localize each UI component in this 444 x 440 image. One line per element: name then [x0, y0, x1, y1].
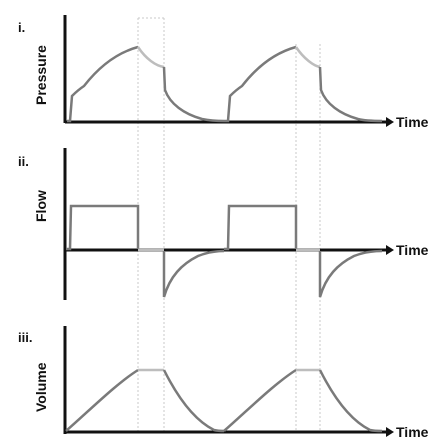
expiratory-flow: [318, 249, 383, 298]
expiration-curve: [162, 66, 225, 123]
y-axis-title: Flow: [33, 190, 49, 222]
x-axis-arrowhead: [386, 117, 394, 127]
x-axis-arrowhead: [386, 427, 394, 437]
y-axis-title: Volume: [33, 362, 49, 412]
flow-panel: ii. Flow Time: [18, 148, 429, 300]
inspiratory-flow: [66, 204, 140, 251]
x-axis-title: Time: [396, 242, 429, 258]
inspiration-volume: [65, 368, 139, 432]
expiration-curve: [318, 66, 383, 123]
x-axis-arrowhead: [386, 245, 394, 255]
inspiration-curve: [67, 45, 139, 123]
inspiration-volume: [223, 368, 297, 432]
expiration-volume: [162, 369, 225, 433]
x-axis-title: Time: [396, 114, 429, 130]
plateau-curve: [136, 46, 165, 69]
x-axis-title: Time: [396, 424, 429, 440]
panel-letter: i.: [18, 20, 25, 35]
y-axis-title: Pressure: [33, 45, 49, 105]
panel-letter: ii.: [18, 154, 29, 169]
expiratory-flow: [162, 249, 225, 298]
volume-panel: iii. Volume Time: [18, 326, 429, 440]
inspiration-curve: [224, 45, 297, 123]
inspiratory-flow: [224, 204, 298, 251]
panel-letter: iii.: [18, 330, 32, 345]
expiration-volume: [318, 369, 383, 433]
pressure-panel: i. Pressure Time: [18, 15, 429, 130]
plateau-curve: [294, 46, 321, 69]
